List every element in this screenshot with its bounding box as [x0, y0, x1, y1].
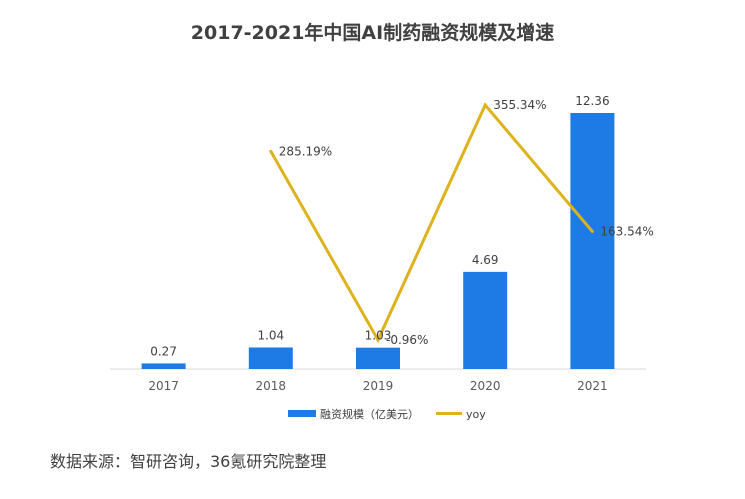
- yoy-point-2019: [376, 338, 380, 342]
- source-note: 数据来源：智研咨询，36氪研究院整理: [50, 452, 327, 471]
- bar-2017: [141, 363, 186, 369]
- chart-title: 2017-2021年中国AI制药融资规模及增速: [190, 22, 555, 44]
- legend-swatch-bar: [288, 410, 316, 417]
- x-tick-2019: 2019: [363, 379, 394, 393]
- x-tick-2021: 2021: [577, 379, 608, 393]
- bar-value-label-2017: 0.27: [150, 344, 177, 358]
- yoy-line: [269, 102, 594, 344]
- legend-label-bar: 融资规模（亿美元）: [320, 407, 419, 421]
- bar-value-label-2021: 12.36: [575, 94, 609, 108]
- yoy-point-2018: [269, 149, 273, 153]
- yoy-value-label-2018: 285.19%: [279, 144, 332, 158]
- yoy-value-label-2021: 163.54%: [600, 225, 653, 239]
- x-tick-2018: 2018: [256, 379, 287, 393]
- yoy-value-label-2020: 355.34%: [493, 98, 546, 112]
- bar-value-label-2018: 1.04: [257, 328, 284, 342]
- data-labels: 0.27 1.04 1.03 4.69 12.36 285.19% -0.96% 355.34…: [150, 94, 654, 358]
- bar-2021: [570, 113, 615, 369]
- bar-2020: [463, 271, 508, 369]
- yoy-value-label-2019: -0.96%: [386, 333, 428, 347]
- x-tick-labels: 2017 2018 2019 2020 2021: [148, 379, 607, 393]
- yoy-point-2020: [483, 103, 487, 107]
- legend-label-line: yoy: [466, 408, 486, 421]
- bar-2019: [356, 347, 400, 369]
- yoy-line-series: [269, 102, 594, 344]
- bar-value-label-2020: 4.69: [472, 253, 499, 267]
- bar-value-label-2019: 1.03: [365, 329, 392, 343]
- legend: 融资规模（亿美元） yoy: [288, 407, 486, 421]
- bar-series: [141, 113, 615, 369]
- x-tick-2020: 2020: [470, 379, 501, 393]
- yoy-point-2021: [590, 230, 594, 234]
- x-tick-2017: 2017: [148, 379, 179, 393]
- bar-2018: [248, 347, 293, 369]
